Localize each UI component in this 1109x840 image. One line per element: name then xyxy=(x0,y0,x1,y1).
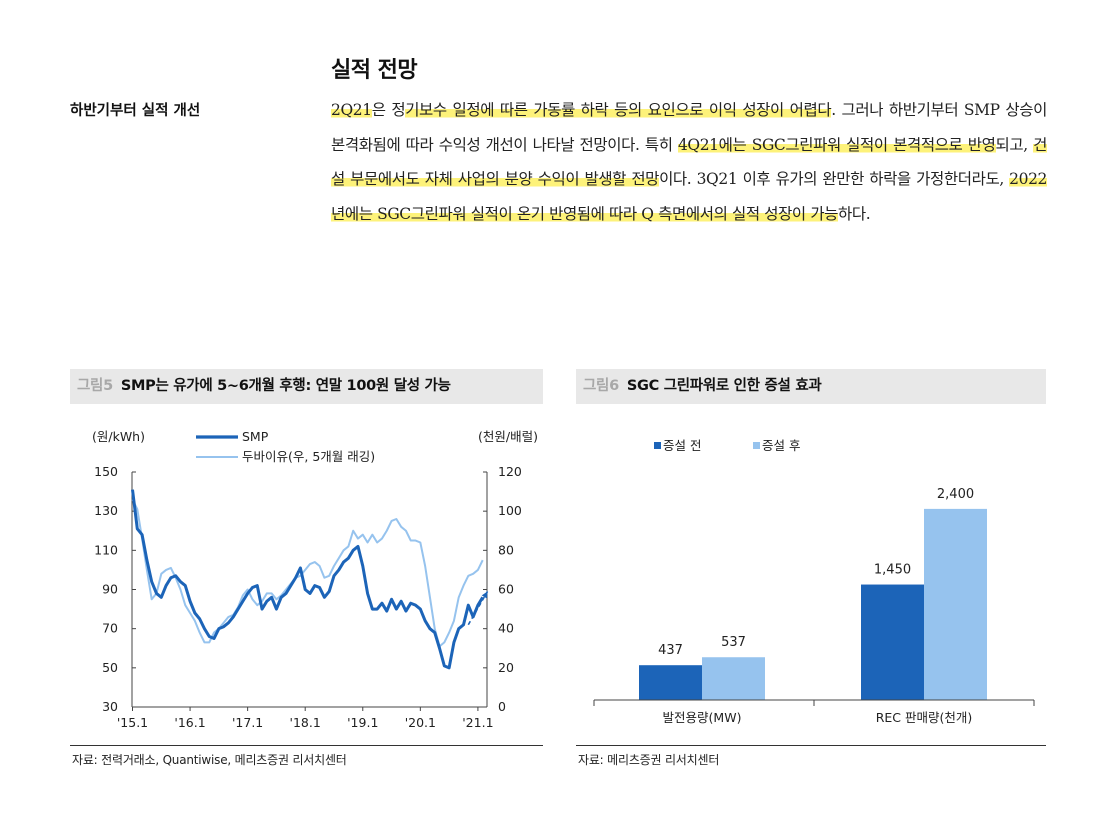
bar-value-label: 537 xyxy=(721,635,746,650)
highlighted-text: 기보수 일정에 따른 가동률 하락 등의 요인으로 이익 성장이 어렵다 xyxy=(405,101,832,119)
highlighted-text: 4Q21에는 SGC그린파워 실적이 본격적으로 반영 xyxy=(677,135,996,154)
side-label: 하반기부터 실적 개선 xyxy=(70,103,201,119)
bar-value-label: 1,450 xyxy=(874,563,911,578)
legend-oil-label: 두바이유(우, 5개월 래깅) xyxy=(242,449,375,464)
section-title: 실적 전망 xyxy=(331,58,418,83)
x-tick-label: '18.1 xyxy=(290,715,321,730)
smp-series-line xyxy=(131,489,484,670)
right-axis-unit: (천원/배럴) xyxy=(478,429,538,444)
right-tick-label: 120 xyxy=(498,464,522,479)
x-tick-label: '20.1 xyxy=(405,715,436,730)
body-text-segment: . 그러나 하반기부터 SMP 상승이 본격화됨에 따라 수익성 개선이 나타날… xyxy=(331,101,1047,154)
x-tick-label: '15.1 xyxy=(117,715,148,730)
x-tick-label: '16.1 xyxy=(174,715,205,730)
right-tick-label: 60 xyxy=(498,582,514,597)
bar-after-expansion xyxy=(702,657,765,700)
x-tick-label: '19.1 xyxy=(347,715,378,730)
left-axis-unit: (원/kWh) xyxy=(92,429,145,444)
bar-before-expansion xyxy=(861,584,924,700)
figure5-source: 자료: 전력거래소, Quantiwise, 메리츠증권 리서치센터 xyxy=(72,753,347,767)
left-tick-label: 110 xyxy=(94,542,118,557)
legend-after-label: 증설 후 xyxy=(762,438,800,453)
figure5-title: SMP는 유가에 5~6개월 후행: 연말 100원 달성 가능 xyxy=(120,378,451,394)
bar-before-expansion xyxy=(639,665,702,700)
right-tick-label: 80 xyxy=(498,542,514,557)
left-tick-label: 30 xyxy=(102,699,118,714)
smp-oil-line-chart: 30 50 70 90 110 130 150 0 20 40 60 80 100 120 '15.1 '16… xyxy=(92,429,538,730)
legend-after-swatch xyxy=(753,442,760,449)
legend-smp-label: SMP xyxy=(242,429,269,444)
body-paragraph: 2Q21은 정기보수 일정에 따른 가동률 하락 등의 요인으로 이익 성장이 … xyxy=(331,93,1047,231)
bar-value-label: 2,400 xyxy=(937,487,974,502)
left-tick-label: 130 xyxy=(94,503,118,518)
highlighted-text: 2Q21 xyxy=(331,101,372,119)
body-text-segment: 은 정 xyxy=(371,101,406,119)
x-tick-label: '17.1 xyxy=(232,715,263,730)
figure5-header: 그림5 SMP는 유가에 5~6개월 후행: 연말 100원 달성 가능 xyxy=(70,369,543,404)
x-tick-label: '21.1 xyxy=(462,715,493,730)
figure5-source-rule xyxy=(70,745,543,746)
forecast-arrowhead xyxy=(481,591,488,599)
right-tick-label: 40 xyxy=(498,621,514,636)
category-label: 발전용량(MW) xyxy=(663,710,742,725)
legend-before-label: 증설 전 xyxy=(663,438,701,453)
right-tick-label: 20 xyxy=(498,660,514,675)
left-tick-label: 150 xyxy=(94,464,118,479)
figure6-title: SGC 그린파워로 인한 증설 효과 xyxy=(626,378,822,394)
figure5-number: 그림5 xyxy=(77,378,113,394)
body-text-segment: 이다. 3Q21 이후 유가의 완만한 하락을 가정한더라도, xyxy=(659,170,1010,188)
legend-before-swatch xyxy=(654,442,661,449)
bar-value-label: 437 xyxy=(658,643,683,658)
left-tick-label: 70 xyxy=(102,621,118,636)
oil-price-series-line xyxy=(131,498,484,648)
category-label: REC 판매량(천개) xyxy=(876,710,973,725)
left-tick-label: 90 xyxy=(102,582,118,597)
expansion-bar-chart: 증설 전 증설 후 437 537 발전용량(MW) 1,450 2,400 REC 판매량(… xyxy=(593,438,1035,725)
right-tick-label: 100 xyxy=(498,503,522,518)
right-tick-label: 0 xyxy=(498,699,506,714)
figure6-source-rule xyxy=(576,745,1046,746)
bar-after-expansion xyxy=(924,508,987,700)
figure6-header: 그림6 SGC 그린파워로 인한 증설 효과 xyxy=(576,369,1046,404)
left-tick-label: 50 xyxy=(102,660,118,675)
figure6-source: 자료: 메리츠증권 리서치센터 xyxy=(578,753,720,767)
body-text-segment: 되고, xyxy=(995,135,1034,154)
figure6-number: 그림6 xyxy=(583,378,619,394)
body-text-segment: 하다. xyxy=(838,204,871,223)
